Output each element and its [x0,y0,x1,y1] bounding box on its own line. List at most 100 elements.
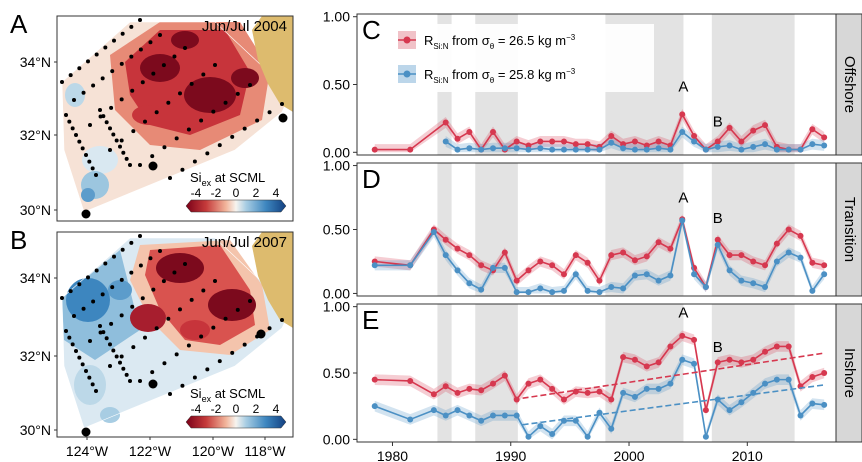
station-dot [119,61,124,66]
data-point-blue [620,145,627,152]
colorbar-tick-label: -2 [211,402,222,416]
annotation-label: A [678,78,688,95]
station-dot [74,349,78,353]
station-dot [109,321,114,326]
data-point-blue [430,229,437,236]
data-point-blue [702,146,709,153]
lon-label: 120°W [192,443,235,459]
station-dot [180,383,185,388]
station-dot [108,342,112,347]
map-a-colorbar-ticks: -4 -2 0 2 4 [191,186,280,200]
data-point-blue [773,146,780,153]
station-dot [108,148,112,152]
x-tick-label: 2010 [732,448,763,462]
uncertainty-band-blue [374,215,825,294]
map-a-field [61,21,293,213]
data-point-blue [655,277,662,284]
data-point-red [537,138,544,145]
data-point-blue [608,284,615,291]
colorbar-tick-label: -2 [211,186,222,200]
data-point-blue [525,433,532,440]
station-dot [138,18,142,22]
map-b-land [252,232,293,328]
station-dot [230,134,235,139]
map-b-colorbar-label: Siex at SCML [190,386,265,404]
data-point-blue [560,287,567,294]
data-point-blue [631,393,638,400]
data-point-red [560,138,567,145]
data-point-blue [702,433,709,440]
station-dot [81,306,86,311]
station-dot [129,240,134,245]
station-dot [72,98,76,102]
station-dot [199,334,204,339]
station-dot [138,263,143,268]
station-dot [86,275,90,280]
map-b-colorbar [185,415,287,429]
data-point-blue [643,385,650,392]
data-point-blue [478,146,485,153]
data-point-blue [513,145,520,152]
data-point-red [821,134,828,141]
data-point-blue [596,289,603,296]
legend-blue-dot [403,70,411,78]
data-point-red [726,356,733,363]
data-point-blue [466,280,473,287]
station-dot [111,132,116,137]
station-dot [103,261,108,266]
station-dot [119,313,124,318]
station-dot [168,176,172,180]
data-point-blue [797,146,804,153]
map-b-letter: B [10,225,27,255]
data-point-red [407,377,414,384]
station-dot [143,335,147,340]
y-tick-label: 0.00 [323,144,350,160]
data-point-blue [809,400,816,407]
data-point-blue [584,433,591,440]
shaded-period [711,163,795,296]
panel-letter: C [362,15,381,45]
station-dot [138,163,142,167]
data-point-red [667,343,674,350]
data-point-red [738,138,745,145]
station-dot [84,369,88,373]
station-dot [111,348,116,353]
data-point-blue [572,271,579,278]
data-point-red [572,141,579,148]
station-dot [110,69,115,74]
data-point-red [466,128,473,135]
data-point-blue [407,416,414,423]
data-point-red [809,126,816,133]
data-point-blue [726,407,733,414]
station-dot [129,54,134,59]
data-point-red [454,245,461,252]
lat-label: 32°N [20,348,51,364]
data-point-blue [714,241,721,248]
station-dot [103,45,108,50]
panel-e: Inshore A B 0.00 0.50 1.00 E 1980 1990 2000 2010 [323,299,862,462]
map-a-stations [81,113,288,219]
data-point-red [762,122,769,129]
data-point-blue [596,146,603,153]
data-point-red [655,239,662,246]
map-b-field [61,237,293,429]
station-dot [201,72,206,77]
data-point-red [454,389,461,396]
station-dot [148,256,153,261]
data-point-blue [501,145,508,152]
data-point-red [620,249,627,256]
data-point-blue [454,267,461,274]
data-point-red [572,252,579,259]
data-point-blue [572,146,579,153]
station-dot [84,153,88,157]
data-point-blue [430,407,437,414]
map-b-station-dots [60,234,284,396]
station-dot [118,144,122,149]
station-dot [120,247,125,252]
data-point-blue [490,412,497,419]
station-dot [77,66,82,71]
station-dot [172,270,177,275]
colorbar-tick-label: 0 [233,402,240,416]
data-point-red [466,252,473,259]
station-dot [248,299,252,303]
